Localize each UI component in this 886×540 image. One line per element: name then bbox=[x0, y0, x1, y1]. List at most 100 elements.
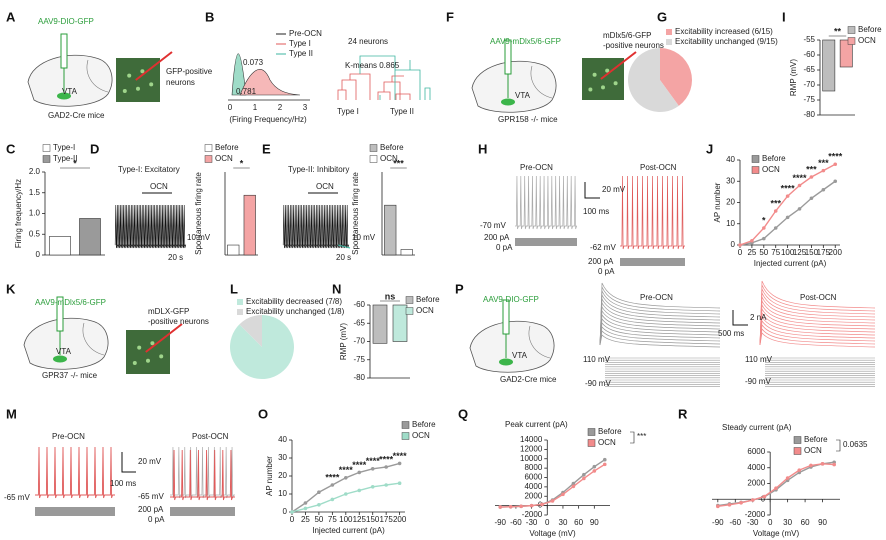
panel-text: GFP-positive bbox=[166, 67, 213, 76]
x-tick-label: 60 bbox=[801, 518, 810, 527]
panel-text: Type II bbox=[390, 107, 414, 116]
x-tick-label: 150 bbox=[366, 515, 380, 524]
panel-text: 0 pA bbox=[598, 267, 615, 276]
panel-text: 110 mV bbox=[583, 355, 611, 364]
x-tick-label: -90 bbox=[712, 518, 724, 527]
legend-label: OCN bbox=[804, 446, 822, 455]
x-tick-label: 25 bbox=[747, 248, 756, 257]
panel-text: Pre-OCN bbox=[520, 163, 553, 172]
panel-text: (Firing Frequency/Hz) bbox=[229, 115, 307, 124]
data-point bbox=[727, 502, 732, 507]
x-tick-label: 90 bbox=[818, 518, 827, 527]
panel-text: GAD2-Cre mice bbox=[500, 375, 557, 384]
y-tick-label: -60 bbox=[803, 50, 815, 59]
panel-text: 24 neurons bbox=[348, 37, 388, 46]
significance: *** bbox=[818, 158, 829, 168]
panel-text: -90 mV bbox=[745, 377, 771, 386]
y-tick-label: -75 bbox=[803, 95, 815, 104]
current-trace bbox=[599, 330, 721, 346]
current-trace bbox=[759, 303, 876, 346]
current-trace bbox=[599, 322, 721, 346]
legend-swatch bbox=[587, 439, 596, 447]
panel-text: AAV9-mDlx5/6-GFP bbox=[35, 298, 106, 307]
vta-region bbox=[501, 98, 515, 106]
y-tick-label: -65 bbox=[353, 318, 365, 327]
legend-swatch bbox=[847, 26, 856, 34]
data-point bbox=[762, 226, 766, 230]
sig-bracket bbox=[630, 431, 635, 444]
y-tick-label: 4000 bbox=[524, 482, 542, 491]
data-point bbox=[602, 457, 607, 462]
data-point bbox=[384, 483, 388, 487]
panel-text: 2 bbox=[278, 103, 283, 112]
data-point bbox=[344, 476, 348, 480]
trace bbox=[337, 244, 351, 249]
current-trace bbox=[759, 280, 876, 346]
significance: *** bbox=[770, 198, 781, 208]
bar bbox=[384, 204, 397, 256]
significance: * bbox=[73, 158, 77, 168]
data-point bbox=[762, 494, 767, 499]
bar bbox=[227, 244, 240, 256]
y-axis-label: RMP (mV) bbox=[789, 59, 798, 97]
trace bbox=[114, 204, 187, 249]
legend-label: Excitability decreased (7/8) bbox=[246, 297, 342, 306]
syringe bbox=[502, 299, 510, 335]
panel-text: 0 pA bbox=[496, 243, 513, 252]
cell bbox=[159, 354, 164, 359]
panel-text: OCN bbox=[150, 182, 168, 191]
data-point bbox=[820, 462, 825, 466]
panel-text: Type I bbox=[289, 39, 311, 48]
legend-label: Before bbox=[380, 143, 404, 152]
panel-text: -62 mV bbox=[590, 243, 616, 252]
panel-text: 100 ms bbox=[110, 479, 136, 488]
legend-swatch bbox=[587, 428, 596, 436]
micrograph bbox=[116, 58, 160, 102]
significance: 0.0635 bbox=[843, 440, 868, 449]
current-trace bbox=[759, 284, 876, 346]
legend-swatch bbox=[401, 421, 410, 429]
legend-label: Type-II bbox=[53, 154, 77, 163]
panel-text: mDLX-GFP bbox=[148, 307, 189, 316]
cell bbox=[122, 89, 127, 93]
legend-swatch bbox=[204, 155, 213, 163]
dendrogram bbox=[337, 73, 411, 100]
panel-text: VTA bbox=[56, 347, 72, 356]
panel-text: 20 mV bbox=[138, 457, 162, 466]
panel-text: GPR158 -/- mice bbox=[498, 115, 558, 124]
scale-bar bbox=[121, 452, 136, 473]
y-tick-label: 1.5 bbox=[29, 188, 41, 197]
legend-swatch bbox=[401, 432, 410, 440]
y-tick-label: 10 bbox=[726, 219, 735, 228]
cell bbox=[592, 72, 597, 77]
pipette bbox=[145, 323, 183, 353]
y-tick-label: 0 bbox=[36, 250, 41, 259]
pie-slice bbox=[239, 315, 262, 347]
data-point bbox=[716, 504, 720, 509]
cell bbox=[136, 86, 140, 91]
brain-outline bbox=[469, 320, 555, 373]
panel-text: neurons bbox=[166, 78, 195, 87]
legend-label: OCN bbox=[762, 165, 780, 174]
data-point bbox=[303, 506, 308, 511]
panel-text: -90 mV bbox=[585, 379, 611, 388]
cell bbox=[146, 358, 150, 363]
panel-label: N bbox=[332, 281, 341, 296]
cell bbox=[588, 87, 593, 92]
panel-text: VTA bbox=[512, 351, 528, 360]
legend-swatch bbox=[751, 166, 760, 174]
pie-slice bbox=[660, 48, 692, 106]
x-tick-label: -30 bbox=[747, 518, 759, 527]
y-tick-label: -70 bbox=[803, 80, 815, 89]
trace bbox=[170, 446, 235, 499]
current-trace bbox=[759, 307, 876, 346]
data-point bbox=[797, 183, 802, 188]
panel-text: Pre-OCN bbox=[52, 432, 85, 441]
legend-label: Type-I bbox=[53, 143, 75, 152]
panel-text: 0 pA bbox=[148, 515, 165, 524]
current-trace bbox=[599, 318, 721, 346]
trace bbox=[515, 175, 577, 230]
current-trace bbox=[759, 311, 876, 346]
series-line bbox=[291, 482, 400, 513]
bar bbox=[372, 304, 388, 344]
